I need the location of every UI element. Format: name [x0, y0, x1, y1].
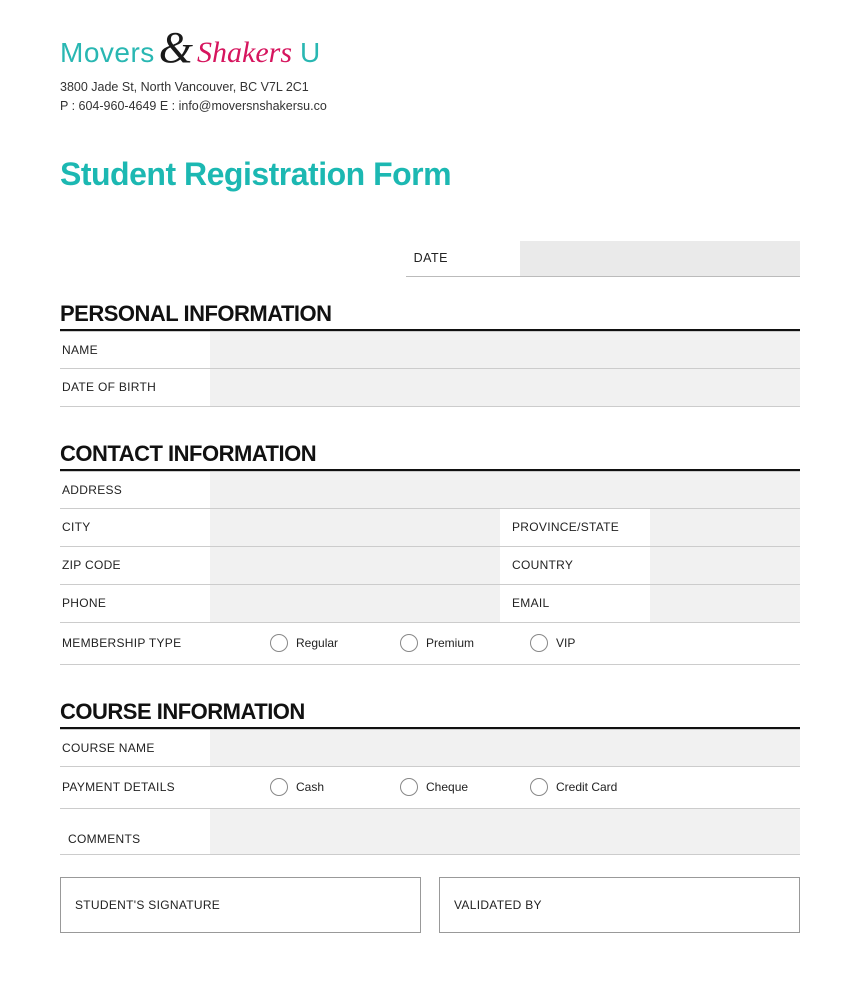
- date-input[interactable]: [520, 241, 800, 277]
- field-row-course-name: COURSE NAME: [60, 729, 800, 767]
- zip-label: ZIP CODE: [60, 547, 210, 584]
- date-row: DATE: [60, 241, 800, 277]
- radio-icon: [530, 778, 548, 796]
- radio-icon: [270, 778, 288, 796]
- country-input[interactable]: [650, 547, 800, 584]
- city-label: CITY: [60, 509, 210, 546]
- province-input[interactable]: [650, 509, 800, 546]
- name-label: NAME: [60, 332, 210, 368]
- field-row-phone-email: PHONE EMAIL: [60, 585, 800, 623]
- membership-option-premium[interactable]: Premium: [400, 634, 530, 652]
- email-input[interactable]: [650, 585, 800, 622]
- membership-option-vip[interactable]: VIP: [530, 634, 660, 652]
- signature-row: STUDENT'S SIGNATURE VALIDATED BY: [60, 877, 800, 933]
- radio-label: Premium: [426, 636, 474, 650]
- section-title-contact: CONTACT INFORMATION: [60, 441, 800, 467]
- org-contact: 3800 Jade St, North Vancouver, BC V7L 2C…: [60, 78, 800, 116]
- payment-option-cheque[interactable]: Cheque: [400, 778, 530, 796]
- radio-icon: [530, 634, 548, 652]
- page-title: Student Registration Form: [60, 156, 800, 193]
- dob-input[interactable]: [210, 369, 800, 406]
- phone-label: PHONE: [60, 585, 210, 622]
- city-input[interactable]: [210, 509, 500, 546]
- dob-label: DATE OF BIRTH: [60, 369, 210, 406]
- org-phone-email: P : 604-960-4649 E : info@moversnshakers…: [60, 97, 800, 116]
- payment-label: PAYMENT DETAILS: [60, 780, 270, 794]
- logo-u: U: [300, 37, 320, 69]
- comments-input[interactable]: [210, 809, 800, 854]
- org-address: 3800 Jade St, North Vancouver, BC V7L 2C…: [60, 78, 800, 97]
- radio-icon: [400, 778, 418, 796]
- payment-option-cash[interactable]: Cash: [270, 778, 400, 796]
- radio-icon: [270, 634, 288, 652]
- address-label: ADDRESS: [60, 472, 210, 508]
- validated-by-label: VALIDATED BY: [454, 898, 542, 912]
- comments-label: COMMENTS: [60, 809, 210, 854]
- student-signature-label: STUDENT'S SIGNATURE: [75, 898, 220, 912]
- radio-label: VIP: [556, 636, 575, 650]
- radio-label: Cash: [296, 780, 324, 794]
- radio-icon: [400, 634, 418, 652]
- address-input[interactable]: [210, 472, 800, 508]
- field-row-city-province: CITY PROVINCE/STATE: [60, 509, 800, 547]
- membership-label: MEMBERSHIP TYPE: [60, 636, 270, 650]
- section-title-course: COURSE INFORMATION: [60, 699, 800, 725]
- section-title-personal: PERSONAL INFORMATION: [60, 301, 800, 327]
- course-name-label: COURSE NAME: [60, 730, 210, 766]
- field-row-name: NAME: [60, 331, 800, 369]
- comments-row: COMMENTS: [60, 809, 800, 855]
- student-signature-box[interactable]: STUDENT'S SIGNATURE: [60, 877, 421, 933]
- validated-by-box[interactable]: VALIDATED BY: [439, 877, 800, 933]
- payment-option-credit-card[interactable]: Credit Card: [530, 778, 660, 796]
- radio-label: Credit Card: [556, 780, 617, 794]
- membership-option-regular[interactable]: Regular: [270, 634, 400, 652]
- field-row-address: ADDRESS: [60, 471, 800, 509]
- field-row-zip-country: ZIP CODE COUNTRY: [60, 547, 800, 585]
- logo-movers: Movers: [60, 37, 155, 69]
- phone-input[interactable]: [210, 585, 500, 622]
- date-label: DATE: [406, 241, 520, 277]
- logo-shakers: Shakers: [197, 36, 292, 70]
- name-input[interactable]: [210, 332, 800, 368]
- province-label: PROVINCE/STATE: [500, 509, 650, 546]
- membership-row: MEMBERSHIP TYPE Regular Premium VIP: [60, 623, 800, 665]
- payment-row: PAYMENT DETAILS Cash Cheque Credit Card: [60, 767, 800, 809]
- logo-ampersand: &: [159, 30, 193, 65]
- email-label: EMAIL: [500, 585, 650, 622]
- radio-label: Regular: [296, 636, 338, 650]
- logo: Movers & Shakers U: [60, 30, 800, 70]
- zip-input[interactable]: [210, 547, 500, 584]
- field-row-dob: DATE OF BIRTH: [60, 369, 800, 407]
- radio-label: Cheque: [426, 780, 468, 794]
- country-label: COUNTRY: [500, 547, 650, 584]
- course-name-input[interactable]: [210, 730, 800, 766]
